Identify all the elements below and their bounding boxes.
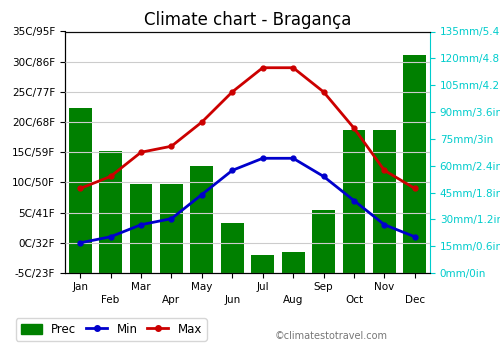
Bar (160, 183, 183, 273)
Bar (130, 183, 152, 273)
Bar (404, 55, 426, 273)
Bar (282, 252, 304, 273)
Bar (69, 108, 92, 273)
Bar (99, 151, 122, 273)
Legend: Prec, Min, Max: Prec, Min, Max (16, 318, 207, 341)
Bar (342, 130, 365, 273)
Bar (221, 223, 244, 273)
Title: Climate chart - Bragança: Climate chart - Bragança (144, 10, 351, 29)
Bar (190, 166, 214, 273)
Bar (252, 255, 274, 273)
Bar (373, 130, 396, 273)
Bar (312, 210, 335, 273)
Text: ©climatestotravel.com: ©climatestotravel.com (275, 331, 388, 341)
